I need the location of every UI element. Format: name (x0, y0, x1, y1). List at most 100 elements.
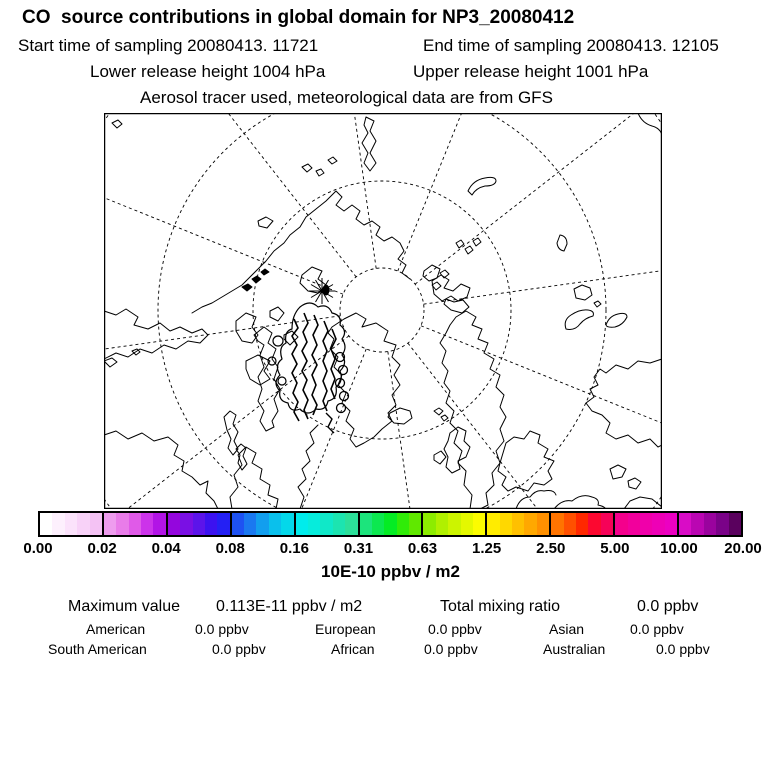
colorbar-band (679, 513, 692, 535)
colorbar-band (448, 513, 461, 535)
total-mixing-ratio-label: Total mixing ratio (440, 598, 561, 615)
region-name: Asian (549, 621, 585, 637)
colorbar-band (460, 513, 473, 535)
marker-core (322, 284, 330, 296)
upper-release-label: Upper release height 1001 hPa (413, 62, 649, 81)
coastline-north-america (229, 446, 279, 508)
colorbar-band (600, 513, 614, 535)
colorbar-band (281, 513, 294, 535)
colorbar-band (524, 513, 537, 535)
colorbar-segment (40, 513, 102, 535)
colorbar-band (231, 513, 245, 535)
meridian-line (105, 197, 344, 295)
latitude-circle (157, 114, 607, 508)
colorbar-tick-label: 1.25 (472, 540, 502, 557)
coastline-siberia (191, 190, 411, 314)
meridian-line (353, 114, 377, 269)
colorbar-band (652, 513, 665, 535)
colorbar-band (536, 513, 550, 535)
colorbar-tick-label: 0.16 (279, 540, 309, 557)
colorbar-band (116, 513, 129, 535)
coastline-labrador (297, 424, 319, 508)
contour-cluster (267, 302, 350, 434)
colorbar-band (320, 513, 333, 535)
colorbar-segment (357, 513, 422, 535)
colorbar-band (716, 513, 729, 535)
colorbar-tick-label: 20.00 (724, 540, 762, 557)
region-name: South American (48, 641, 147, 657)
meridian-line (420, 325, 661, 424)
colorbar-band (192, 513, 205, 535)
colorbar-tick-label: 0.31 (343, 540, 374, 557)
colorbar-band (345, 513, 358, 535)
colorbar-band (295, 513, 308, 535)
colorbar-band (563, 513, 576, 535)
coastline-lakes (609, 464, 642, 490)
region-value: 0.0 ppbv (195, 621, 249, 637)
meridian-line (414, 114, 634, 285)
coastline-island (241, 268, 270, 292)
coastline-britain (433, 426, 471, 474)
colorbar-tick-label: 0.08 (215, 540, 245, 557)
page-title: CO source contributions in global domain… (22, 7, 575, 28)
colorbar-tick-label: 5.00 (600, 540, 630, 557)
colorbar-band (703, 513, 717, 535)
coastline-baffin (253, 326, 281, 432)
region-name: Australian (543, 641, 606, 657)
colorbar-band (217, 513, 230, 535)
colorbar-band (627, 513, 640, 535)
colorbar-units-label: 10E-10 ppbv / m2 (321, 562, 460, 581)
colorbar-band (639, 513, 653, 535)
colorbar-tick-label: 0.04 (151, 540, 181, 557)
region-name: African (331, 641, 375, 657)
colorbar-band (167, 513, 181, 535)
colorbar-band (551, 513, 564, 535)
end-time-label: End time of sampling 20080413. 12105 (423, 36, 719, 55)
colorbar (38, 511, 743, 537)
colorbar-band (89, 513, 102, 535)
coastline-island (573, 284, 602, 308)
colorbar-band (371, 513, 385, 535)
coastline-north-america (105, 430, 219, 508)
colorbar-band (499, 513, 513, 535)
colorbar-segment (677, 513, 741, 535)
colorbar-segment (293, 513, 358, 535)
region-value: 0.0 ppbv (630, 621, 684, 637)
colorbar-band (728, 513, 741, 535)
colorbar-band (180, 513, 193, 535)
coastline-europe (515, 490, 661, 508)
coastline-franz-josef (455, 237, 482, 255)
lower-release-label: Lower release height 1004 hPa (90, 62, 326, 81)
colorbar-band (664, 513, 678, 535)
coastline-island (467, 176, 497, 196)
polar-map (104, 113, 662, 509)
coastline-island (257, 216, 274, 229)
coastline-svalbard (422, 264, 450, 291)
latitude-circle (339, 267, 425, 353)
colorbar-tick-label: 10.00 (660, 540, 698, 557)
coastline-island (556, 234, 568, 252)
coastline-alaska (105, 308, 209, 360)
colorbar-band (40, 513, 53, 535)
colorbar-band (423, 513, 436, 535)
region-value: 0.0 ppbv (424, 641, 478, 657)
colorbar-band (472, 513, 486, 535)
coastline-island (111, 119, 338, 177)
colorbar-band (691, 513, 704, 535)
colorbar-band (615, 513, 628, 535)
coastline-island (105, 348, 141, 368)
max-value-label: Maximum value (68, 598, 181, 615)
colorbar-band (308, 513, 321, 535)
colorbar-band (332, 513, 346, 535)
coastlines (105, 114, 661, 508)
colorbar-tick-label: 0.02 (87, 540, 117, 557)
meridian-line (301, 348, 367, 508)
colorbar-band (52, 513, 65, 535)
colorbar-band (141, 513, 154, 535)
meridian-line (228, 114, 357, 278)
colorbar-band (256, 513, 269, 535)
coastline-iceland (387, 407, 413, 425)
coastline-russia (585, 358, 661, 448)
colorbar-band (244, 513, 257, 535)
